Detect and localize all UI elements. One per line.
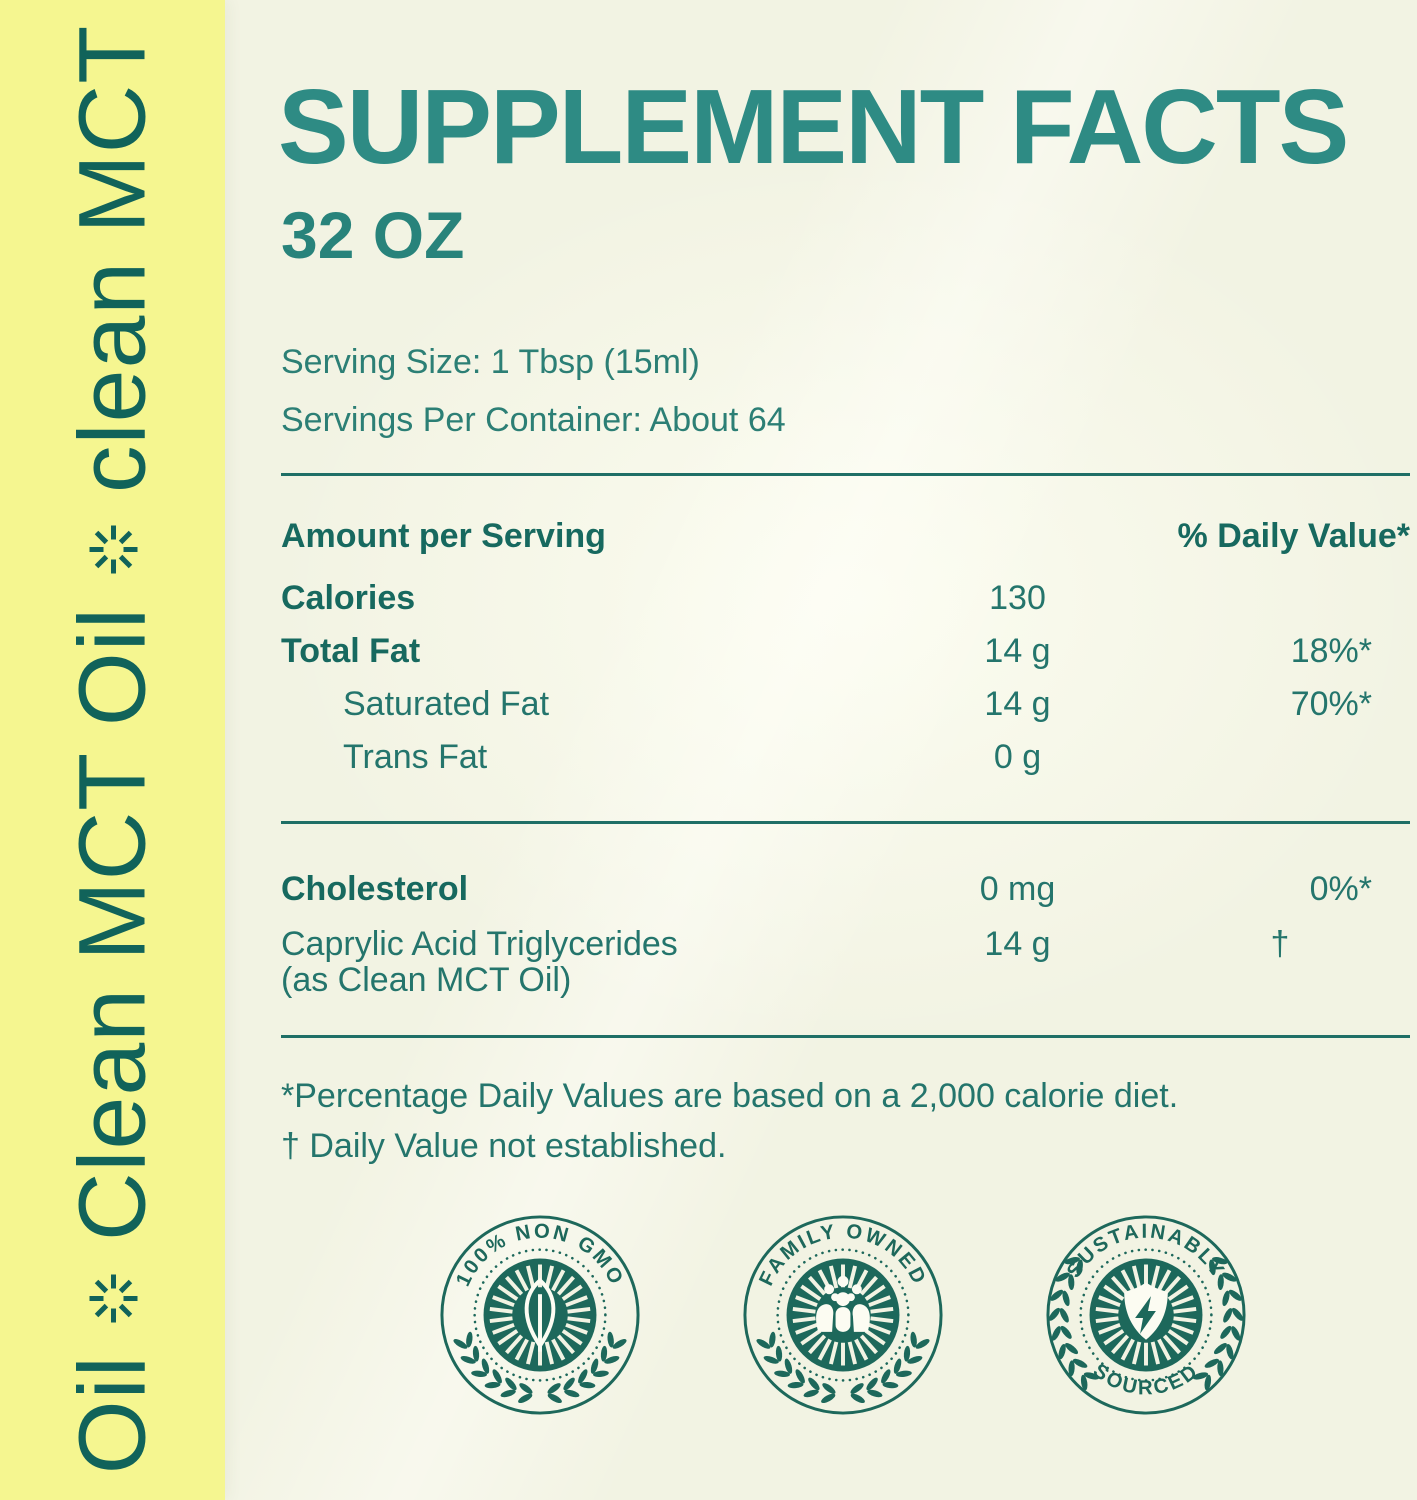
leaf-icon: [524, 1277, 556, 1352]
non-gmo-badge: 100% NON GMO: [440, 1215, 640, 1415]
row-label: Caprylic Acid Triglycerides (as Clean MC…: [281, 926, 885, 998]
row-label-line2: (as Clean MCT Oil): [281, 961, 572, 999]
row-daily-value-dagger: †: [1270, 925, 1290, 963]
row-label: Cholesterol: [281, 870, 469, 908]
sun-asterisk-icon: [89, 526, 137, 574]
divider-rule: [281, 473, 1410, 476]
facts-table-header: Amount per Serving % Daily Value*: [281, 519, 1410, 553]
row-amount: 0 mg: [979, 870, 1056, 908]
table-row-saturated-fat: Saturated Fat 14 g 70%*: [281, 678, 1410, 731]
footnote-dagger: † Daily Value not established.: [281, 1127, 727, 1165]
row-amount: 14 g: [984, 632, 1051, 670]
row-label: Total Fat: [281, 632, 421, 670]
page-title: SUPPLEMENT FACTS: [278, 68, 1349, 186]
row-daily-value: 18%*: [1290, 632, 1372, 670]
table-row-cholesterol: Cholesterol 0 mg 0%*: [281, 872, 1410, 906]
row-amount: 130: [989, 579, 1046, 617]
servings-per-container: Servings Per Container: About 64: [281, 401, 786, 439]
table-row-total-fat: Total Fat 14 g 18%*: [281, 625, 1410, 678]
family-icon: [816, 1275, 870, 1332]
footnotes: *Percentage Daily Values are based on a …: [281, 1071, 1178, 1171]
divider-rule: [281, 1035, 1410, 1038]
table-row-calories: Calories 130: [281, 572, 1410, 625]
table-row-caprylic-acid: Caprylic Acid Triglycerides (as Clean MC…: [281, 926, 1410, 998]
row-label: Trans Fat: [343, 738, 488, 776]
serving-size: Serving Size: 1 Tbsp (15ml): [281, 343, 700, 381]
row-label: Saturated Fat: [343, 685, 550, 723]
brand-strip-text: Oil Clean MCT Oil clean MCT: [1, 0, 226, 1500]
row-amount: 0 g: [993, 738, 1042, 776]
brand-strip: Oil Clean MCT Oil clean MCT: [0, 0, 225, 1500]
facts-section-1: Calories 130 Total Fat 14 g 18%* Saturat…: [281, 572, 1410, 784]
family-owned-badge: FAMILY OWNED: [743, 1215, 943, 1415]
daily-value-header: % Daily Value*: [1177, 517, 1410, 555]
energy-shield-icon: [1124, 1282, 1168, 1340]
row-daily-value: 70%*: [1290, 685, 1372, 723]
divider-rule: [281, 821, 1410, 824]
sun-asterisk-icon: [89, 1274, 137, 1323]
brand-strip-segment: Clean MCT Oil: [59, 607, 166, 1242]
row-daily-value: 0%*: [1309, 870, 1372, 908]
row-amount: 14 g: [984, 685, 1051, 723]
table-row-trans-fat: Trans Fat 0 g: [281, 731, 1410, 784]
brand-strip-segment: Oil: [59, 1355, 166, 1475]
brand-strip-segment: clean MCT: [59, 24, 166, 493]
badge-row: 100% NON GMO FAMILY OWNED: [436, 1211, 1250, 1419]
facts-section-2: Cholesterol 0 mg 0%* Caprylic Acid Trigl…: [281, 872, 1410, 998]
sustainably-sourced-badge: SUSTAINABLY SOURCED: [1046, 1215, 1246, 1415]
amount-per-serving-header: Amount per Serving: [281, 517, 606, 555]
row-amount: 14 g: [984, 925, 1051, 963]
serving-info: Serving Size: 1 Tbsp (15ml) Servings Per…: [281, 333, 786, 449]
row-label: Calories: [281, 579, 416, 617]
row-label-line1: Caprylic Acid Triglycerides: [281, 925, 678, 963]
net-quantity: 32 OZ: [281, 198, 465, 272]
footnote-daily-values: *Percentage Daily Values are based on a …: [281, 1077, 1179, 1115]
